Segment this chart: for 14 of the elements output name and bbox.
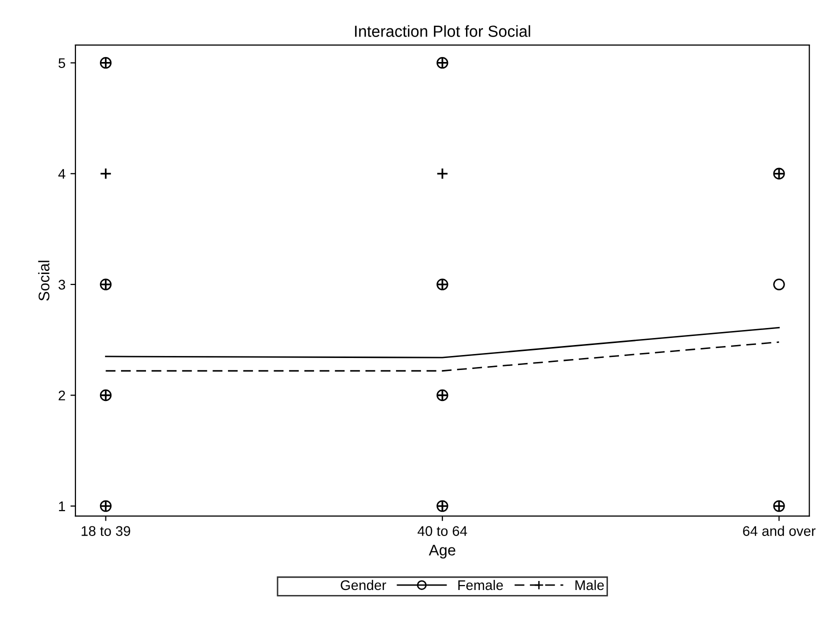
chart-title: Interaction Plot for Social <box>355 25 530 37</box>
x-axis-title: Age <box>428 544 456 558</box>
y-tick-label: 5 <box>58 58 66 68</box>
y-tick-label: 2 <box>58 390 66 400</box>
y-axis-title: Social <box>38 260 50 301</box>
x-tick-label: 40 to 64 <box>418 526 468 536</box>
x-tick-label: 18 to 39 <box>82 526 130 536</box>
y-tick-label: 4 <box>58 169 66 179</box>
x-tick-label: 64 and over <box>743 526 816 536</box>
legend-label: Female <box>458 580 503 590</box>
y-tick-label: 1 <box>59 502 66 512</box>
legend-title: Gender <box>340 580 386 590</box>
legend-label: Male <box>575 580 604 590</box>
y-tick-label: 3 <box>58 280 66 290</box>
